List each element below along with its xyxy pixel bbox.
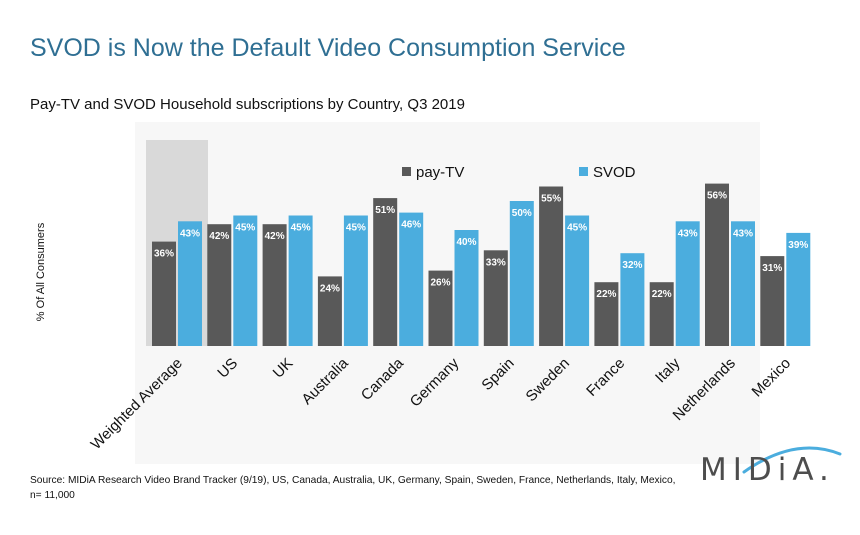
bar-svod-uk <box>288 215 313 346</box>
legend-swatch-paytv <box>402 167 411 176</box>
bar-paytv-netherlands <box>705 183 729 346</box>
data-label: 42% <box>265 231 285 242</box>
data-label: 45% <box>346 223 366 234</box>
data-label: 40% <box>456 237 476 248</box>
data-label: 43% <box>180 228 200 239</box>
data-label: 31% <box>762 263 782 274</box>
data-label: 24% <box>320 283 340 294</box>
bar-paytv-germany <box>428 270 453 346</box>
data-label: 26% <box>430 278 450 289</box>
data-label: 36% <box>154 249 174 260</box>
legend-label: pay-TV <box>416 164 464 181</box>
legend-swatch-svod <box>579 167 588 176</box>
bar-paytv-canada <box>373 198 398 346</box>
bar-svod-weighted-average <box>178 221 202 346</box>
legend-label: SVOD <box>593 164 636 181</box>
source-note: Source: MIDiA Research Video Brand Track… <box>30 475 676 501</box>
data-label: 43% <box>733 228 753 239</box>
data-label: 39% <box>788 240 808 251</box>
bar-svod-mexico <box>786 232 811 346</box>
logo-arc-icon <box>742 446 842 474</box>
data-label: 22% <box>596 289 616 300</box>
bar-paytv-australia <box>317 276 342 346</box>
bar-svod-canada <box>399 212 424 346</box>
data-label: 45% <box>291 223 311 234</box>
bar-paytv-mexico <box>760 256 785 346</box>
bar-paytv-france <box>594 282 619 346</box>
bar-svod-sweden <box>565 215 590 346</box>
midia-logo: MIDiA. <box>700 452 835 488</box>
data-label: 45% <box>567 223 587 234</box>
data-label: 42% <box>209 231 229 242</box>
chart-title: SVOD is Now the Default Video Consumptio… <box>30 34 626 62</box>
data-label: 22% <box>652 289 672 300</box>
data-label: 32% <box>622 260 642 271</box>
data-label: 46% <box>401 220 421 231</box>
bar-paytv-us <box>207 224 232 346</box>
data-label: 33% <box>486 257 506 268</box>
bar-paytv-sweden <box>539 186 564 346</box>
bar-svod-us <box>233 215 258 346</box>
bar-svod-spain <box>509 201 534 346</box>
logo-text: MIDiA. <box>700 452 835 488</box>
bar-svod-italy <box>675 221 700 346</box>
bar-paytv-uk <box>262 224 287 346</box>
bar-paytv-weighted-average <box>152 241 176 346</box>
bar-svod-netherlands <box>731 221 755 346</box>
bar-svod-germany <box>454 230 479 346</box>
chart-subtitle: Pay-TV and SVOD Household subscriptions … <box>30 96 465 113</box>
data-label: 56% <box>707 191 727 202</box>
data-label: 45% <box>235 223 255 234</box>
data-label: 51% <box>375 205 395 216</box>
bar-svod-australia <box>343 215 368 346</box>
bar-paytv-spain <box>483 250 508 346</box>
bar-paytv-italy <box>649 282 674 346</box>
data-label: 50% <box>512 208 532 219</box>
y-axis-label: % Of All Consumers <box>35 222 47 321</box>
bar-svod-france <box>620 253 645 346</box>
data-label: 55% <box>541 194 561 205</box>
data-label: 43% <box>678 228 698 239</box>
